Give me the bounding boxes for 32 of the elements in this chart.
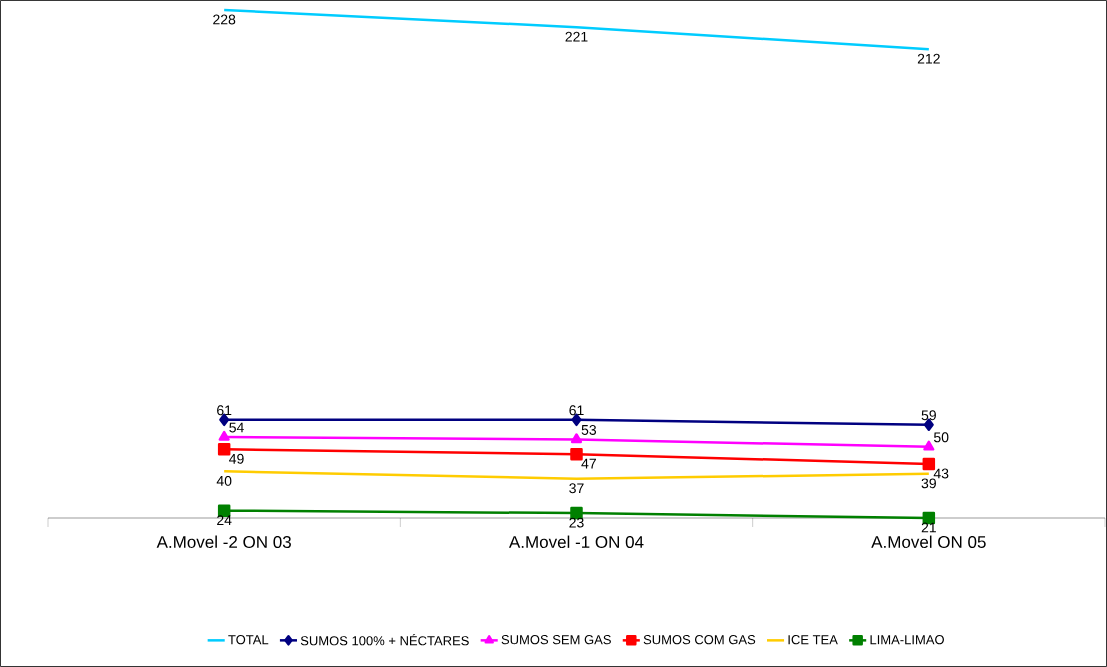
point: [570, 447, 583, 461]
point: [218, 430, 230, 441]
data-label: 54: [229, 422, 244, 433]
legend-label: SUMOS SEM GAS: [501, 635, 611, 645]
data-label: 59: [921, 410, 936, 421]
data-label: 221: [565, 31, 588, 42]
data-label: 228: [213, 14, 236, 25]
legend-label: SUMOS 100% + NÉCTARES: [300, 633, 469, 646]
data-label: 37: [569, 483, 584, 494]
legend-label: SUMOS COM GAS: [643, 635, 756, 645]
data-label: 43: [933, 468, 949, 479]
data-label: 61: [217, 405, 232, 416]
legend-label: LIMA-LIMAO: [870, 635, 944, 645]
data-label: 53: [581, 424, 597, 435]
point: [217, 443, 231, 456]
data-label: 40: [216, 475, 232, 486]
point: [570, 433, 583, 444]
x-tick-label: A.Movel ON 05: [871, 535, 986, 549]
legend-label: TOTAL: [228, 635, 269, 645]
data-label: 49: [229, 453, 244, 464]
data-label: 23: [569, 517, 584, 528]
data-label: 47: [581, 458, 596, 469]
data-label: 21: [921, 522, 936, 533]
data-label: 212: [917, 53, 940, 64]
legend-label: ICE TEA: [788, 635, 838, 645]
x-tick-label: A.Movel -1 ON 04: [508, 535, 644, 549]
point: [923, 440, 935, 451]
data-label: 61: [569, 405, 584, 416]
data-label: 50: [933, 432, 949, 443]
data-label: 39: [921, 478, 936, 489]
x-tick-label: A.Movel -2 ON 03: [156, 535, 291, 549]
data-label: 24: [217, 515, 232, 525]
